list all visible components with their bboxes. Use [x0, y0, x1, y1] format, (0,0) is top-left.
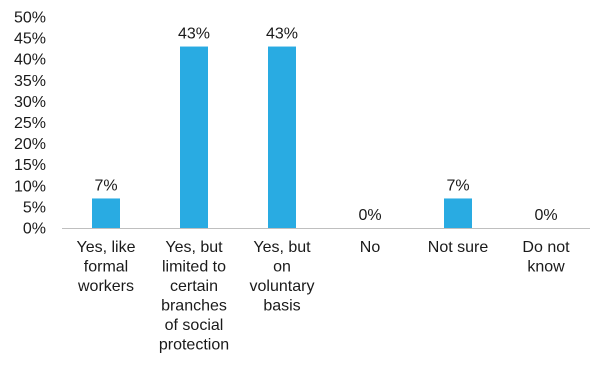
x-tick-label-line: know — [527, 259, 565, 276]
x-tick-label-line: certain — [170, 278, 218, 295]
y-tick-label: 50% — [14, 10, 46, 27]
x-tick-label: Yes, but limited to certain branches of soci… — [159, 239, 229, 354]
data-label: 43% — [178, 26, 210, 43]
y-tick-label: 5% — [23, 199, 46, 216]
x-tick-label-line: basis — [263, 298, 300, 315]
y-tick-label: 25% — [14, 115, 46, 132]
x-tick-label-line: voluntary — [250, 278, 315, 295]
bar — [180, 46, 208, 228]
bar — [268, 46, 296, 228]
data-labels: 7% 43% 43% 0% 7% 0% — [94, 26, 557, 224]
x-tick-label-line: of social — [165, 317, 224, 334]
x-tick-label: Do not know — [522, 239, 570, 276]
y-tick-label: 15% — [14, 157, 46, 174]
bar — [444, 198, 472, 228]
x-tick-label-line: on — [273, 259, 291, 276]
y-tick-label: 0% — [23, 221, 46, 238]
x-tick-label-line: Yes, like — [77, 239, 136, 256]
x-tick-label-line: Yes, but — [253, 239, 311, 256]
data-label: 7% — [94, 177, 117, 194]
x-tick-label-line: formal — [84, 259, 128, 276]
y-tick-label: 45% — [14, 31, 46, 48]
data-label: 0% — [534, 207, 557, 224]
x-tick-label-line: Do not — [522, 239, 570, 256]
data-label: 43% — [266, 26, 298, 43]
data-label: 0% — [358, 207, 381, 224]
bar — [92, 198, 120, 228]
y-tick-label: 10% — [14, 178, 46, 195]
x-tick-label-line: protection — [159, 337, 229, 354]
y-tick-label: 35% — [14, 73, 46, 90]
x-tick-label-line: workers — [77, 278, 134, 295]
x-tick-label-line: Not sure — [428, 239, 489, 256]
x-tick-label: Yes, like formal workers — [77, 239, 136, 295]
x-tick-label-line: branches — [161, 298, 227, 315]
bars — [92, 46, 472, 228]
data-label: 7% — [446, 177, 469, 194]
y-axis: 0% 5% 10% 15% 20% 25% 30% 35% 40% 45% 50% — [14, 10, 46, 238]
x-tick-label: Yes, but on voluntary basis — [250, 239, 315, 315]
y-tick-label: 20% — [14, 136, 46, 153]
x-tick-label-line: limited to — [162, 259, 226, 276]
y-tick-label: 40% — [14, 52, 46, 69]
x-tick-label: No — [360, 239, 381, 256]
x-tick-label-line: Yes, but — [165, 239, 223, 256]
category-labels: Yes, like formal workers Yes, but limited to… — [77, 239, 571, 354]
x-tick-label: Not sure — [428, 239, 489, 256]
y-tick-label: 30% — [14, 94, 46, 111]
x-tick-label-line: No — [360, 239, 381, 256]
